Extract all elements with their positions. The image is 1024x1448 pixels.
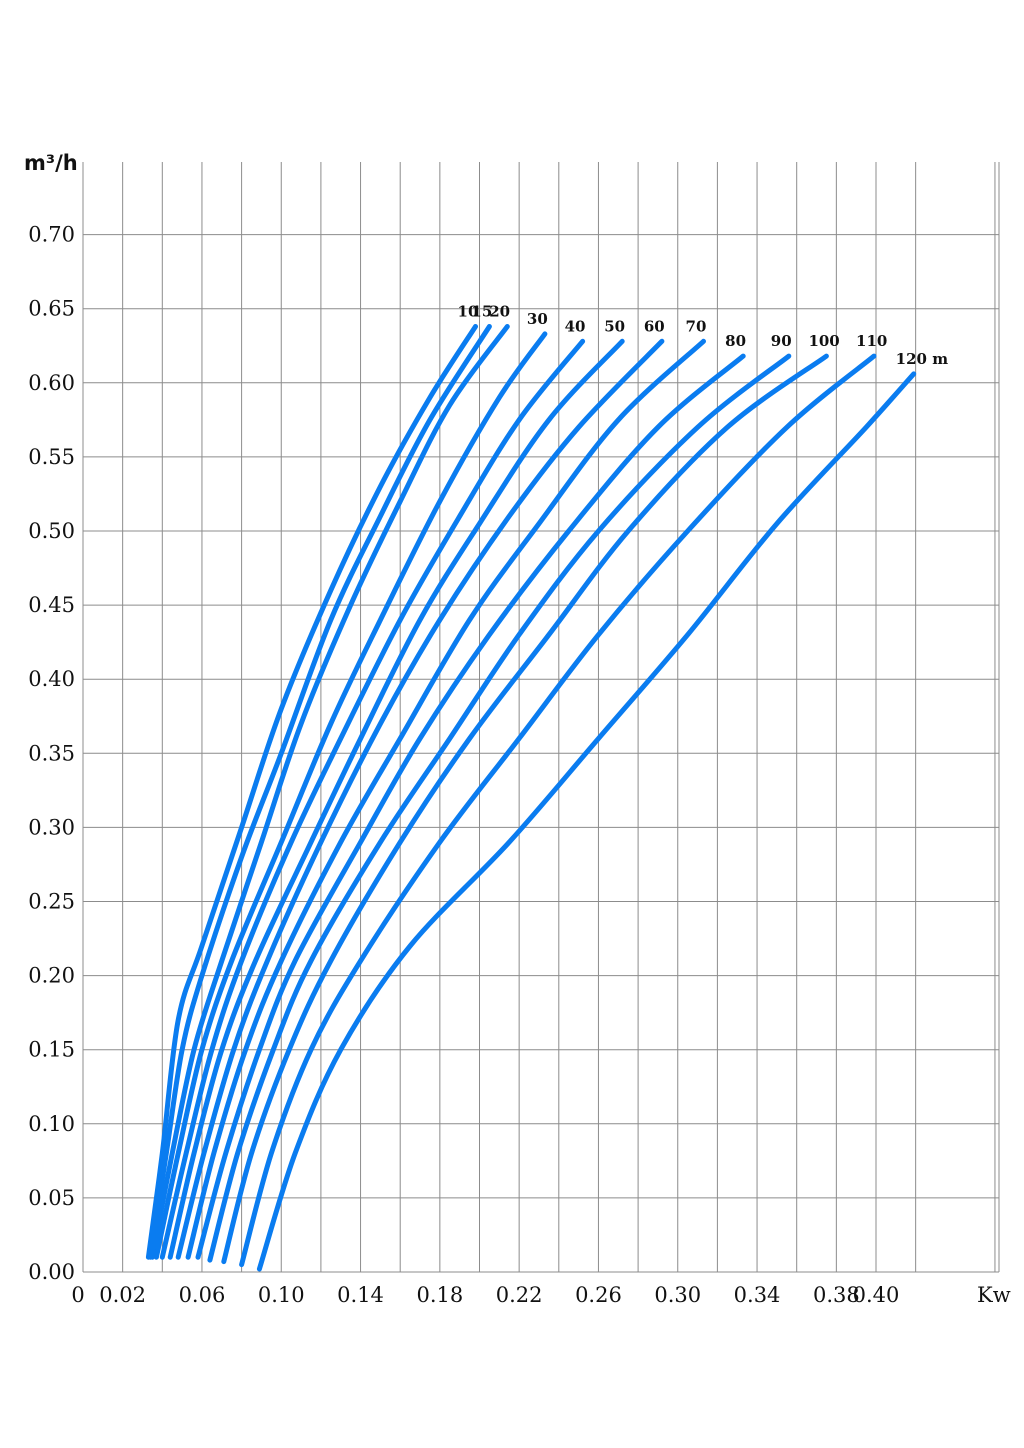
series-line-1 [147, 324, 492, 1260]
grid [83, 162, 999, 1272]
series-line-10 [221, 353, 829, 1265]
series-label-2: 20 [489, 302, 510, 320]
x-tick-label-9: 0.34 [734, 1283, 781, 1307]
y-tick-label-14: 0.70 [28, 223, 75, 247]
y-tick-label-11: 0.55 [28, 445, 75, 469]
y-tick-label-5: 0.25 [28, 890, 75, 914]
x-tick-labels: 0 0.02 0.06 0.10 0.14 0.18 0.22 0.26 0.30 0.34 0.3… [71, 1283, 899, 1307]
series-line-2 [149, 324, 510, 1260]
y-tick-label-4: 0.20 [28, 964, 75, 988]
series-label-6: 60 [644, 317, 665, 335]
y-tick-label-10: 0.50 [28, 519, 75, 543]
series-label-8: 80 [725, 332, 746, 350]
series-line-8 [195, 353, 746, 1260]
series-label-0: 10 [458, 302, 479, 320]
y-tick-label-13: 0.65 [28, 297, 75, 321]
series-label-3: 30 [527, 310, 548, 328]
series-label-9: 90 [771, 332, 792, 350]
y-axis-unit: m³/h [24, 151, 78, 175]
series-line-7 [185, 338, 706, 1260]
series-line-4 [159, 338, 586, 1260]
y-tick-label-3: 0.15 [28, 1038, 75, 1062]
plot-frame [82, 162, 1000, 1273]
x-tick-label-8: 0.30 [654, 1283, 701, 1307]
x-tick-label-5: 0.18 [416, 1283, 463, 1307]
y-tick-label-7: 0.35 [28, 741, 75, 765]
x-tick-label-4: 0.14 [337, 1283, 384, 1307]
series-label-4: 40 [565, 317, 586, 335]
x-tick-label-11: 0.40 [853, 1283, 900, 1307]
y-tick-label-9: 0.45 [28, 593, 75, 617]
series-label-10: 100 [808, 332, 839, 350]
series-line-12 [256, 371, 917, 1272]
series-label-11: 110 [856, 332, 887, 350]
y-tick-label-6: 0.30 [28, 815, 75, 839]
x-tick-label-7: 0.26 [575, 1283, 622, 1307]
y-tick-label-1: 0.05 [28, 1186, 75, 1210]
y-tick-label-0: 0.00 [28, 1260, 75, 1284]
series-label-7: 70 [686, 317, 707, 335]
series-label-5: 50 [604, 317, 625, 335]
x-tick-label-2: 0.06 [179, 1283, 226, 1307]
x-tick-label-1: 0.02 [99, 1283, 146, 1307]
series-label-1: 15 [471, 302, 492, 320]
series-label-12: 120 m [896, 350, 949, 368]
x-tick-label-6: 0.22 [496, 1283, 543, 1307]
y-tick-label-8: 0.40 [28, 667, 75, 691]
x-tick-label-3: 0.10 [258, 1283, 305, 1307]
y-tick-label-12: 0.60 [28, 371, 75, 395]
series-line-3 [153, 331, 548, 1260]
series-lines [145, 324, 917, 1272]
series-line-6 [175, 338, 665, 1260]
y-tick-label-2: 0.10 [28, 1112, 75, 1136]
x-axis-unit: Kw [977, 1283, 1011, 1307]
x-tick-label-10: 0.38 [813, 1283, 860, 1307]
series-line-9 [207, 353, 792, 1263]
y-tick-labels: 0.00 0.05 0.10 0.15 0.20 0.25 0.30 0.35 0.40 0.45… [28, 223, 75, 1284]
x-tick-label-0: 0 [71, 1283, 84, 1307]
series-line-11 [239, 353, 877, 1268]
series-line-0 [145, 324, 478, 1260]
series-line-5 [167, 338, 625, 1260]
